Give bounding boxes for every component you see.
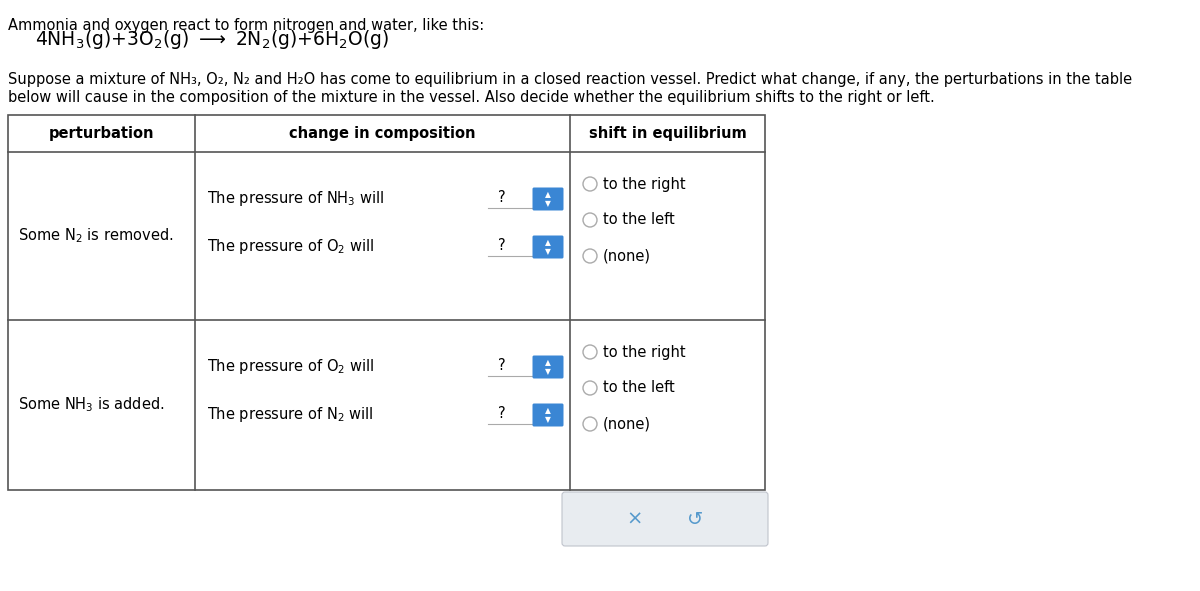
Text: to the right: to the right <box>604 345 685 359</box>
Text: Ammonia and oxygen react to form nitrogen and water, like this:: Ammonia and oxygen react to form nitroge… <box>8 18 485 33</box>
Text: The pressure of NH$_3$ will: The pressure of NH$_3$ will <box>208 190 384 209</box>
Text: ▼: ▼ <box>545 415 551 424</box>
Text: ×: × <box>626 509 643 528</box>
Text: Some NH$_3$ is added.: Some NH$_3$ is added. <box>18 395 164 414</box>
Text: perturbation: perturbation <box>49 126 155 141</box>
Text: ?: ? <box>498 190 505 206</box>
Text: ▼: ▼ <box>545 200 551 209</box>
Text: shift in equilibrium: shift in equilibrium <box>589 126 746 141</box>
Circle shape <box>583 249 598 263</box>
FancyBboxPatch shape <box>533 187 564 210</box>
Text: ▼: ▼ <box>545 248 551 256</box>
Text: Some N$_2$ is removed.: Some N$_2$ is removed. <box>18 227 174 245</box>
Text: The pressure of N$_2$ will: The pressure of N$_2$ will <box>208 405 373 424</box>
Text: The pressure of O$_2$ will: The pressure of O$_2$ will <box>208 358 374 376</box>
Text: (none): (none) <box>604 248 650 264</box>
FancyBboxPatch shape <box>533 404 564 427</box>
Text: to the left: to the left <box>604 213 674 228</box>
Text: to the right: to the right <box>604 177 685 191</box>
Text: ↺: ↺ <box>686 509 703 528</box>
Circle shape <box>583 213 598 227</box>
Text: ▲: ▲ <box>545 407 551 415</box>
Text: ▲: ▲ <box>545 239 551 248</box>
Circle shape <box>583 345 598 359</box>
Bar <box>8 115 766 490</box>
FancyBboxPatch shape <box>533 356 564 378</box>
Text: ?: ? <box>498 407 505 421</box>
Text: The pressure of O$_2$ will: The pressure of O$_2$ will <box>208 238 374 256</box>
Text: (none): (none) <box>604 417 650 431</box>
Text: ?: ? <box>498 239 505 254</box>
Text: ▼: ▼ <box>545 368 551 376</box>
FancyBboxPatch shape <box>562 492 768 546</box>
Circle shape <box>583 417 598 431</box>
Text: ▲: ▲ <box>545 359 551 368</box>
Text: to the left: to the left <box>604 381 674 395</box>
Circle shape <box>583 381 598 395</box>
Text: below will cause in the composition of the mixture in the vessel. Also decide wh: below will cause in the composition of t… <box>8 90 935 105</box>
Text: Suppose a mixture of NH₃, O₂, N₂ and H₂O has come to equilibrium in a closed rea: Suppose a mixture of NH₃, O₂, N₂ and H₂O… <box>8 72 1132 87</box>
Text: $4\mathrm{NH_3(g){+}3O_2(g)}\ \longrightarrow\ \mathrm{2N_2(g){+}6H_2O(g)}$: $4\mathrm{NH_3(g){+}3O_2(g)}\ \longright… <box>35 28 389 51</box>
Circle shape <box>583 177 598 191</box>
Text: ?: ? <box>498 359 505 374</box>
FancyBboxPatch shape <box>533 235 564 258</box>
Text: change in composition: change in composition <box>289 126 475 141</box>
Text: ▲: ▲ <box>545 190 551 200</box>
